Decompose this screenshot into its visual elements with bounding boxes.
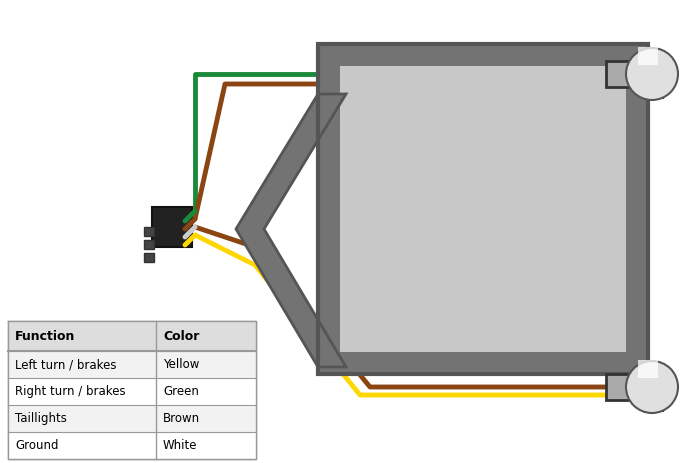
Bar — [152, 207, 192, 247]
Bar — [318, 45, 648, 374]
Text: Brown: Brown — [163, 412, 200, 425]
Bar — [340, 67, 626, 352]
Text: Yellow: Yellow — [163, 358, 200, 371]
Polygon shape — [236, 95, 346, 367]
Text: Right turn / brakes: Right turn / brakes — [15, 385, 125, 398]
Bar — [606, 62, 632, 88]
Bar — [638, 360, 658, 378]
Bar — [8, 321, 256, 459]
Bar — [144, 253, 154, 263]
Bar — [648, 62, 664, 100]
Text: White: White — [163, 438, 197, 451]
Circle shape — [626, 49, 678, 101]
Text: Taillights: Taillights — [15, 412, 67, 425]
Bar — [8, 405, 256, 432]
Text: Left turn / brakes: Left turn / brakes — [15, 358, 116, 371]
Bar — [648, 374, 664, 412]
Bar — [8, 321, 256, 351]
Text: Function: Function — [15, 330, 76, 343]
Bar — [144, 227, 154, 237]
Bar — [144, 240, 154, 250]
Text: Color: Color — [163, 330, 200, 343]
Bar — [318, 45, 648, 374]
Bar — [606, 374, 632, 400]
Text: Green: Green — [163, 385, 199, 398]
Bar — [8, 351, 256, 378]
Bar — [638, 48, 658, 66]
Bar — [8, 378, 256, 405]
Bar — [8, 432, 256, 459]
Circle shape — [626, 361, 678, 413]
Text: Ground: Ground — [15, 438, 59, 451]
